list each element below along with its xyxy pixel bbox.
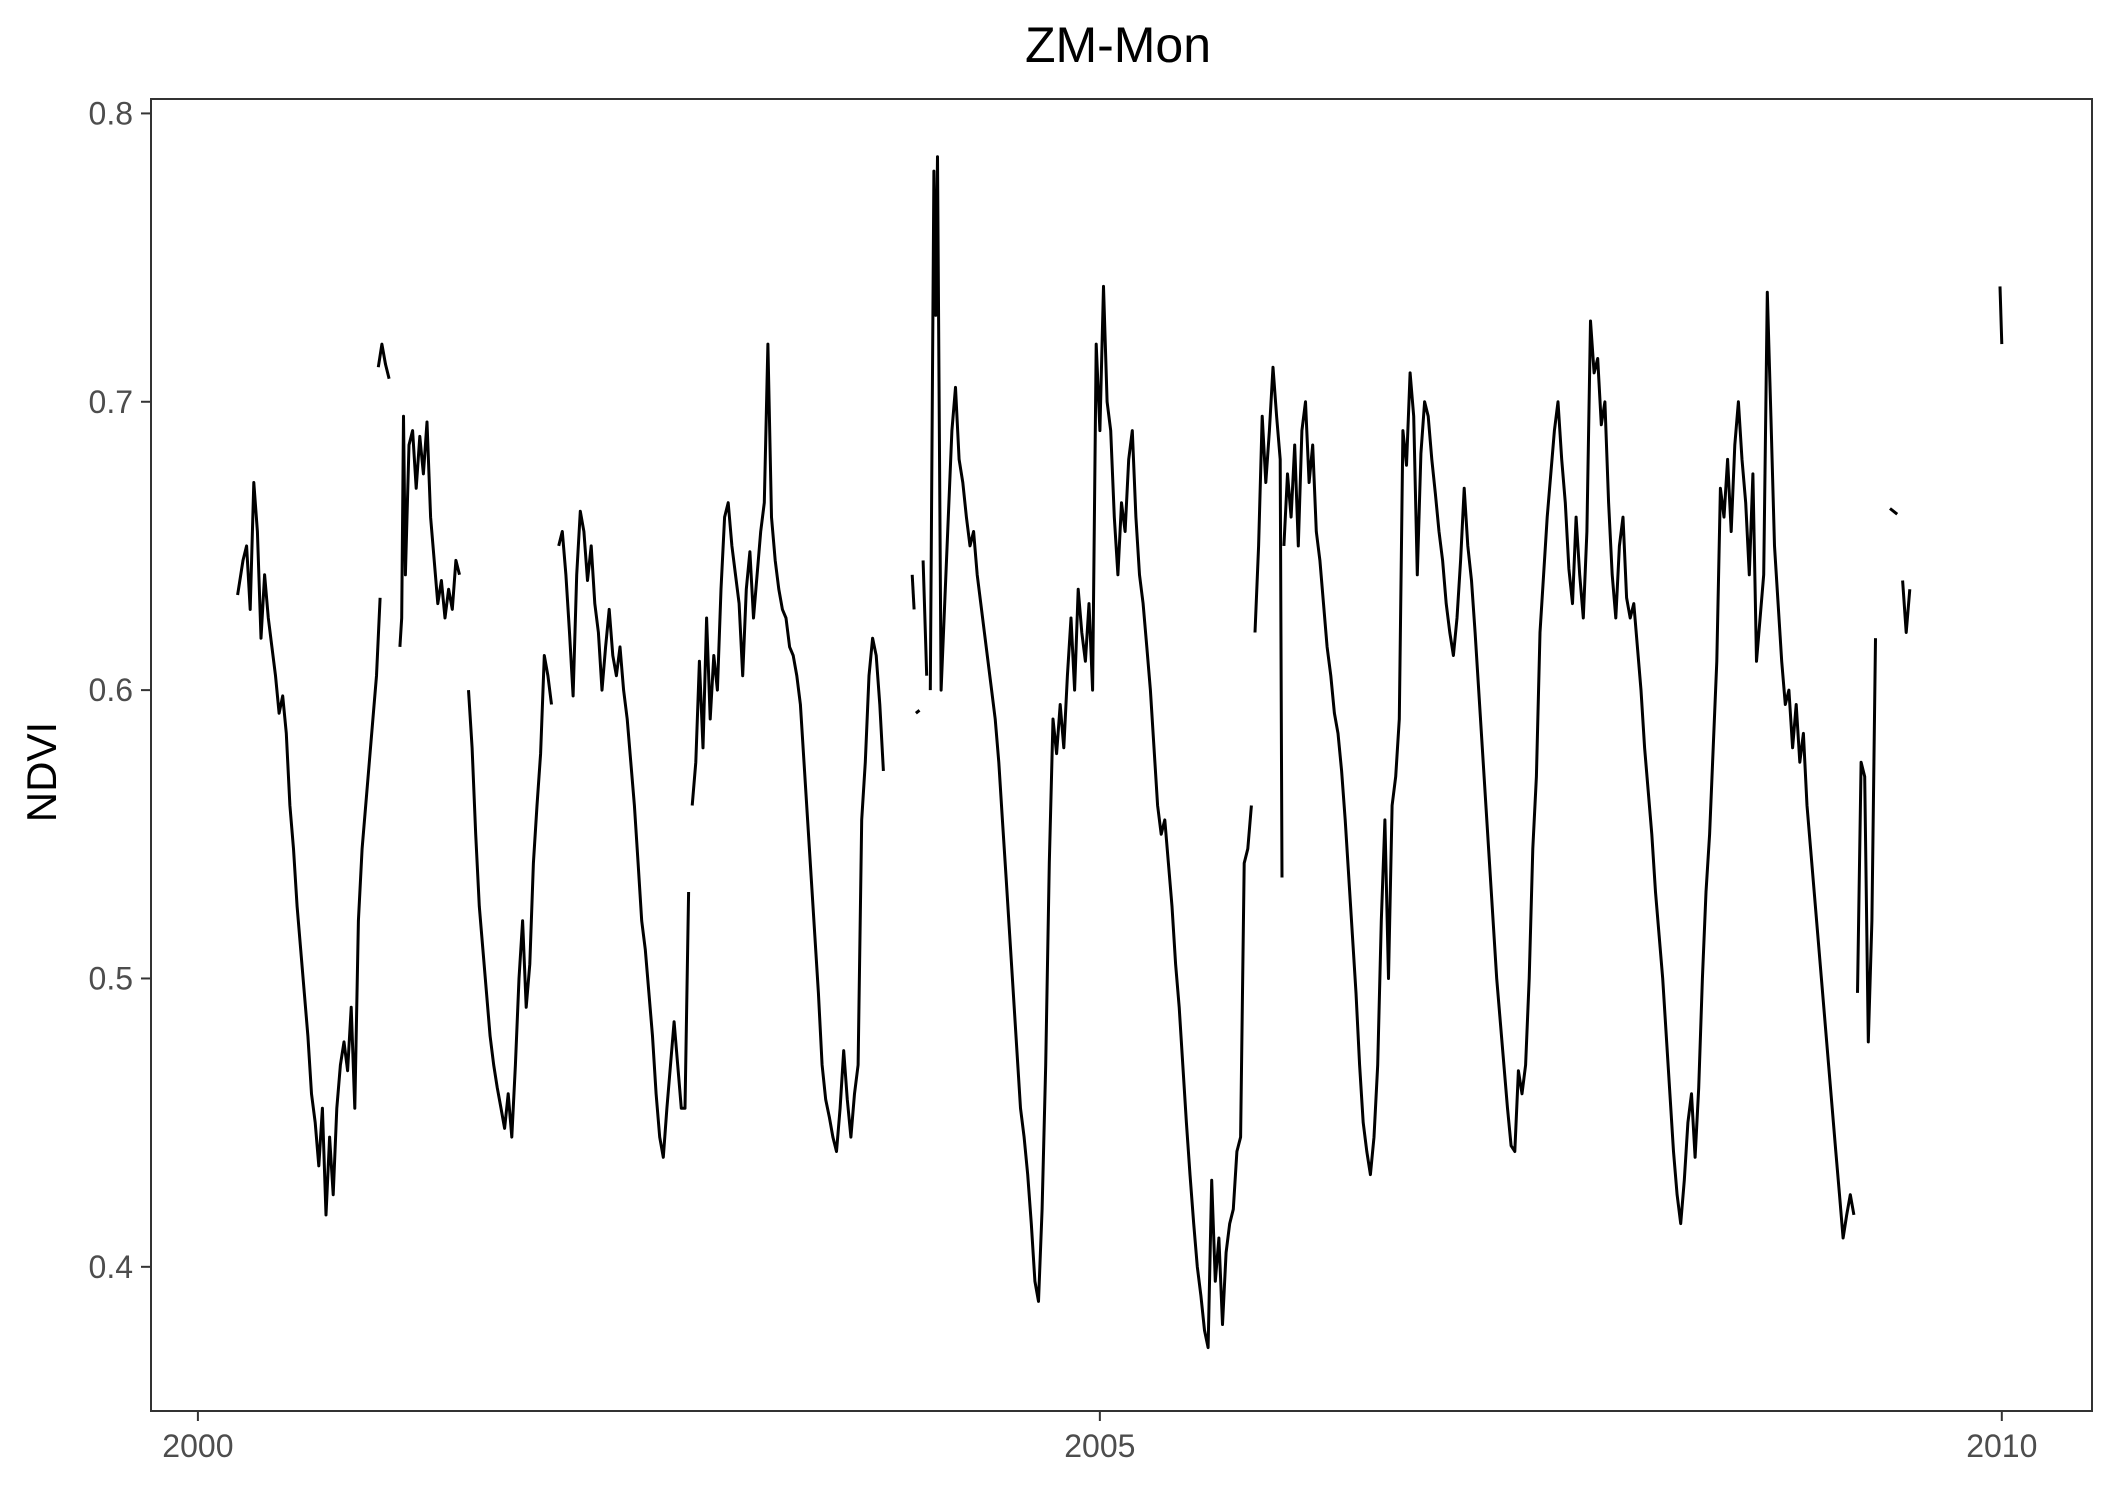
plot-panel-border bbox=[150, 98, 2093, 1412]
series-line-segment bbox=[398, 414, 461, 647]
series-line-segment bbox=[1282, 290, 1856, 1240]
series-line-segment bbox=[690, 342, 885, 1153]
y-tick-label: 0.7 bbox=[89, 384, 133, 420]
y-tick-label: 0.4 bbox=[89, 1249, 133, 1285]
series-line-segment bbox=[376, 342, 391, 380]
x-tick-label: 2010 bbox=[1966, 1428, 2037, 1464]
series-line-segment bbox=[467, 654, 553, 1139]
series-line-segment bbox=[1998, 286, 2004, 345]
series-line-segment bbox=[1253, 365, 1284, 878]
series-line-segment bbox=[1901, 580, 1912, 634]
series-line-segment bbox=[1856, 638, 1877, 1044]
series-line-segment bbox=[928, 155, 1253, 1350]
series-line-segment bbox=[910, 574, 916, 610]
series-line-segment bbox=[921, 560, 929, 676]
x-tick-label: 2000 bbox=[162, 1428, 233, 1464]
y-tick-label: 0.6 bbox=[89, 672, 133, 708]
data-line-layer bbox=[236, 155, 2004, 1350]
series-line-segment bbox=[557, 509, 691, 1159]
y-tick-label: 0.5 bbox=[89, 960, 133, 996]
y-tick-label: 0.8 bbox=[89, 95, 133, 131]
axis-ticks-layer: 2000 2005 2010 0.4 0.5 0.6 0.7 0.8 bbox=[89, 95, 2038, 1464]
series-line-segment bbox=[236, 481, 382, 1217]
x-tick-label: 2005 bbox=[1064, 1428, 1135, 1464]
series-line-segment bbox=[1889, 507, 1899, 516]
series-line-segment bbox=[914, 709, 921, 715]
chart-title: ZM-Mon bbox=[1025, 17, 1211, 73]
y-axis-label: NDVI bbox=[18, 722, 65, 822]
